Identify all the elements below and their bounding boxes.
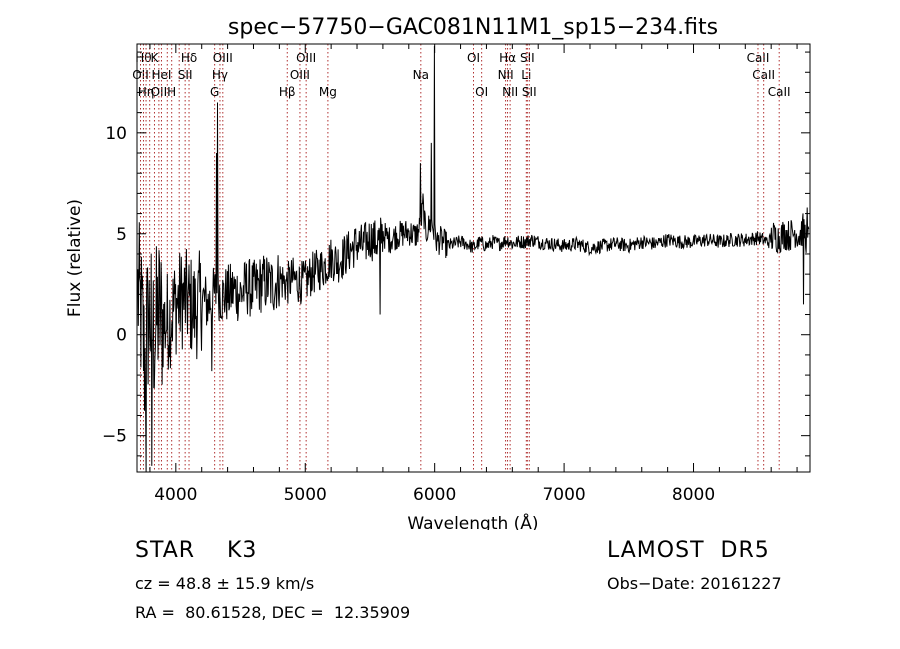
line-marker-label: H [167,85,176,99]
y-tick-label: 0 [116,326,127,346]
line-marker-label: OI [467,51,480,65]
line-marker-label: OIII [296,51,316,65]
line-marker-label: Hγ [212,68,228,82]
line-marker-label: HeI [151,68,171,82]
line-marker-label: CaII [747,51,770,65]
line-marker-label: OI [475,85,488,99]
observation-date: Obs−Date: 20161227 [607,574,782,593]
x-tick-label: 6000 [413,485,456,505]
line-marker-label: OII [151,85,168,99]
line-marker-label: Hη [138,85,155,99]
line-marker-label: Mg [319,85,337,99]
line-marker-label: OII [132,68,149,82]
line-marker-label: Na [413,68,429,82]
chart-title: spec−57750−GAC081N11M1_sp15−234.fits [228,15,718,40]
object-class: STAR K3 [135,538,258,563]
y-tick-label: −5 [102,427,127,447]
x-tick-label: 7000 [542,485,585,505]
spectrum-line [137,45,810,473]
y-axis-label: Flux (relative) [65,199,85,317]
x-tick-label: 8000 [672,485,715,505]
line-marker-label: G [210,85,219,99]
y-axis: −5 0 5 10 [102,51,810,457]
y-tick-label: 10 [105,124,127,144]
x-tick-label: 5000 [284,485,327,505]
line-marker-label: SII [178,68,193,82]
line-marker-label: NII [502,85,518,99]
line-marker-label: CaII [768,85,791,99]
line-marker-label: Hα [499,51,516,65]
line-marker-label: Hβ [279,85,296,99]
line-marker-label: SII [520,51,535,65]
line-marker-label: OIII [213,51,233,65]
x-axis: 4000 5000 6000 7000 8000 [149,44,798,505]
plot-frame [136,43,811,473]
line-marker-label: Hδ [181,51,197,65]
spectral-line-markers: OIIHθHηKOIIHeIHSIIHδGHγOIIIHβOIIIOIIIMgN… [132,44,791,472]
survey-release: LAMOST DR5 [607,538,770,563]
line-marker-label: SII [522,85,537,99]
line-marker-label: K [151,51,160,65]
x-tick-label: 4000 [154,485,197,505]
spectrum-series [137,45,810,473]
line-marker-label: Li [521,68,531,82]
line-marker-label: NII [498,68,514,82]
spectrum-chart: spec−57750−GAC081N11M1_sp15−234.fits OII… [65,15,811,530]
line-marker-label: OIII [290,68,310,82]
line-marker-label: CaII [752,68,775,82]
redshift-velocity: cz = 48.8 ± 15.9 km/s [135,574,315,593]
line-marker-label: Hθ [135,51,151,65]
x-axis-label: Wavelength (Å) [407,512,538,530]
y-tick-label: 5 [116,225,127,245]
coordinates: RA = 80.61528, DEC = 12.35909 [135,603,411,622]
